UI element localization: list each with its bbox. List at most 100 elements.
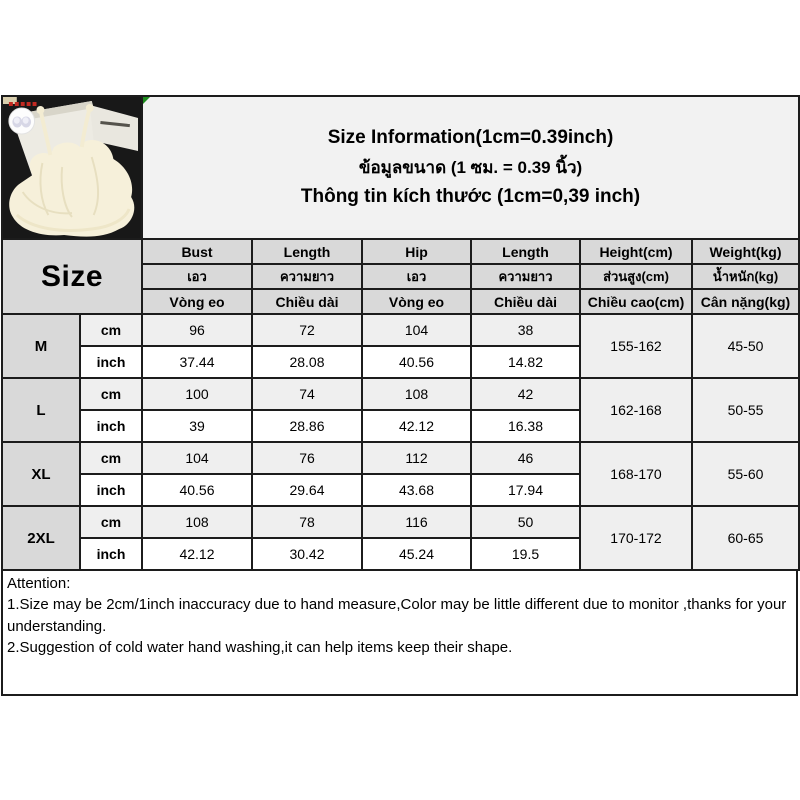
header-length-2: Length <box>470 238 581 265</box>
cell-l-bust-cm: 100 <box>141 377 253 411</box>
cell-xl-length2-inch: 17.94 <box>470 473 581 507</box>
cell-l-length2-cm: 42 <box>470 377 581 411</box>
cell-l-length2-inch: 16.38 <box>470 409 581 443</box>
header-weight: Weight(kg) <box>691 238 800 265</box>
table-row-2xl-inch: inch 42.12 30.42 45.24 19.5 <box>2 537 799 571</box>
size-label-m: M <box>1 313 81 379</box>
cell-l-hip-inch: 42.12 <box>361 409 472 443</box>
unit-label-inch: inch <box>79 473 143 507</box>
cell-2xl-length-inch: 30.42 <box>251 537 363 571</box>
header-row-english: Size Bust Length Hip Length Height(cm) W… <box>1 238 800 315</box>
cell-2xl-hip-cm: 116 <box>361 505 472 539</box>
attention-box: Attention: 1.Size may be 2cm/1inch inacc… <box>1 569 798 696</box>
header-hip-vi: Vòng eo <box>361 288 472 315</box>
title-thai: ข้อมูลขนาด (1 ซม. = 0.39 นิ้ว) <box>358 158 583 177</box>
unit-label-inch: inch <box>79 537 143 571</box>
attention-note-1: 1.Size may be 2cm/1inch inaccuracy due t… <box>7 596 787 635</box>
cell-xl-weight: 55-60 <box>691 441 800 507</box>
gift-box-side <box>89 105 139 151</box>
cell-2xl-height: 170-172 <box>579 505 693 571</box>
cell-m-length-inch: 28.08 <box>251 345 363 379</box>
unit-label-inch: inch <box>79 345 143 379</box>
cell-l-height: 162-168 <box>579 377 693 443</box>
cell-xl-bust-inch: 40.56 <box>141 473 253 507</box>
cell-m-hip-inch: 40.56 <box>361 345 472 379</box>
camisole <box>9 139 135 237</box>
table-row-l-cm: L cm 100 74 108 42 162-168 50-55 <box>1 377 800 443</box>
inset-caption-marks <box>8 102 37 106</box>
unit-label-inch: inch <box>79 409 143 443</box>
unit-label-cm: cm <box>79 505 143 539</box>
cell-l-length-inch: 28.86 <box>251 409 363 443</box>
table-row-l-inch: inch 39 28.86 42.12 16.38 <box>2 409 799 443</box>
cell-2xl-bust-inch: 42.12 <box>141 537 253 571</box>
attention-heading: Attention: <box>7 575 71 592</box>
attention-note-2: 2.Suggestion of cold water hand washing,… <box>7 638 513 656</box>
cell-m-weight: 45-50 <box>691 313 800 379</box>
header-bust-vi: Vòng eo <box>141 288 253 315</box>
size-corner-label: Size <box>1 238 143 315</box>
header-height-vi: Chiều cao(cm) <box>579 288 693 315</box>
title-vietnamese: Thông tin kích thước (1cm=0,39 inch) <box>300 186 641 207</box>
header-row-thai: เอว ความยาว เอว ความยาว ส่วนสูง(cm) น้ำห… <box>2 263 800 290</box>
unit-label-cm: cm <box>79 313 143 347</box>
cell-xl-height: 168-170 <box>579 441 693 507</box>
cell-l-weight: 50-55 <box>691 377 800 443</box>
header-height-th: ส่วนสูง(cm) <box>579 263 693 290</box>
cell-xl-hip-inch: 43.68 <box>361 473 472 507</box>
header-length-2-th: ความยาว <box>470 263 581 290</box>
cell-m-length-cm: 72 <box>251 313 363 347</box>
header-weight-vi: Cân nặng(kg) <box>691 288 800 315</box>
cell-l-hip-cm: 108 <box>361 377 472 411</box>
size-label-l: L <box>1 377 81 443</box>
cell-xl-length2-cm: 46 <box>470 441 581 475</box>
header-hip: Hip <box>361 238 472 265</box>
header-length-th: ความยาว <box>251 263 363 290</box>
cell-l-length-cm: 74 <box>251 377 363 411</box>
cell-l-bust-inch: 39 <box>141 409 253 443</box>
cell-m-bust-inch: 37.44 <box>141 345 253 379</box>
header-bust-th: เอว <box>141 263 253 290</box>
cell-xl-length-inch: 29.64 <box>251 473 363 507</box>
cell-m-height: 155-162 <box>579 313 693 379</box>
product-photo-cell <box>1 95 143 240</box>
size-label-2xl: 2XL <box>1 505 81 571</box>
table-row-xl-inch: inch 40.56 29.64 43.68 17.94 <box>2 473 799 507</box>
size-label-xl: XL <box>1 441 81 507</box>
cell-m-hip-cm: 104 <box>361 313 472 347</box>
cell-2xl-bust-cm: 108 <box>141 505 253 539</box>
header-bust: Bust <box>141 238 253 265</box>
table-row-xl-cm: XL cm 104 76 112 46 168-170 55-60 <box>1 441 800 507</box>
cell-m-bust-cm: 96 <box>141 313 253 347</box>
cell-xl-bust-cm: 104 <box>141 441 253 475</box>
excel-corner-marker-icon <box>144 98 150 104</box>
cell-2xl-length2-inch: 19.5 <box>470 537 581 571</box>
header-length: Length <box>251 238 363 265</box>
table-row-2xl-cm: 2XL cm 108 78 116 50 170-172 60-65 <box>1 505 800 571</box>
title-cell: Size Information(1cm=0.39inch) ข้อมูลขนา… <box>141 95 800 240</box>
cell-2xl-hip-inch: 45.24 <box>361 537 472 571</box>
cell-2xl-weight: 60-65 <box>691 505 800 571</box>
cell-2xl-length-cm: 78 <box>251 505 363 539</box>
cell-m-length2-inch: 14.82 <box>470 345 581 379</box>
unit-label-cm: cm <box>79 441 143 475</box>
table-row-m-cm: M cm 96 72 104 38 155-162 45-50 <box>1 313 800 379</box>
header-weight-th: น้ำหนัก(kg) <box>691 263 800 290</box>
table-row-m-inch: inch 37.44 28.08 40.56 14.82 <box>2 345 799 379</box>
unit-label-cm: cm <box>79 377 143 411</box>
size-table: Size Information(1cm=0.39inch) ข้อมูลขนา… <box>1 95 800 571</box>
size-chart-sheet: Size Information(1cm=0.39inch) ข้อมูลขนา… <box>1 95 800 696</box>
cell-2xl-length2-cm: 50 <box>470 505 581 539</box>
header-row-vietnamese: Vòng eo Chiều dài Vòng eo Chiều dài Chiề… <box>2 288 800 315</box>
cell-xl-hip-cm: 112 <box>361 441 472 475</box>
title-english: Size Information(1cm=0.39inch) <box>327 127 614 148</box>
header-length-2-vi: Chiều dài <box>470 288 581 315</box>
header-hip-th: เอว <box>361 263 472 290</box>
header-length-vi: Chiều dài <box>251 288 363 315</box>
header-height: Height(cm) <box>579 238 693 265</box>
cell-xl-length-cm: 76 <box>251 441 363 475</box>
photo-title-row: Size Information(1cm=0.39inch) ข้อมูลขนา… <box>1 95 800 240</box>
cell-m-length2-cm: 38 <box>470 313 581 347</box>
product-photo <box>4 98 139 237</box>
box-brand-marks <box>100 121 130 128</box>
